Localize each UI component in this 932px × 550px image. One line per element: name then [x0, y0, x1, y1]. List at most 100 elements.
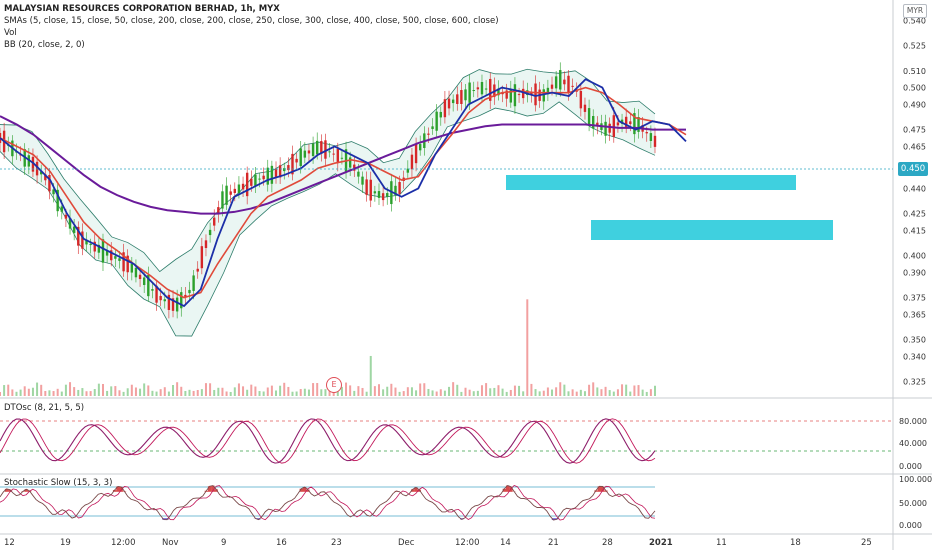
volume-bar	[390, 383, 393, 396]
volume-bar	[427, 388, 430, 396]
candle-body	[138, 274, 142, 280]
volume-bar	[270, 385, 273, 396]
volume-bar	[316, 383, 319, 396]
candle-body	[204, 240, 208, 249]
sma-mid-line	[0, 86, 687, 299]
candle-body	[142, 277, 146, 285]
time-tick: 23	[331, 538, 342, 548]
volume-bar	[386, 386, 389, 396]
volume-bar	[262, 391, 265, 396]
volume-bar	[571, 389, 574, 396]
stoch-k-line	[0, 484, 656, 521]
bb-legend[interactable]: BB (20, close, 2, 0)	[4, 40, 85, 50]
volume-bar	[654, 385, 656, 396]
volume-bar	[167, 391, 170, 396]
support-zone-2[interactable]	[591, 220, 833, 240]
candle-body	[254, 174, 257, 186]
candle-body	[451, 99, 455, 104]
volume-bar	[180, 386, 183, 396]
candle-body	[266, 167, 269, 185]
candle-body	[175, 297, 179, 312]
candle-body	[262, 175, 265, 180]
candle-body	[93, 241, 96, 252]
volume-bar	[324, 389, 327, 396]
time-tick: 9	[221, 538, 226, 548]
volume-bar	[60, 391, 63, 396]
candle-body	[105, 250, 109, 256]
candle-body	[163, 299, 166, 302]
volume-bar	[69, 382, 72, 396]
candle-body	[44, 174, 47, 181]
volume-bar	[122, 391, 125, 396]
candle-body	[72, 226, 76, 233]
candle-body	[52, 189, 55, 195]
volume-bar	[159, 389, 162, 396]
volume-bar	[567, 391, 570, 396]
volume-bar	[209, 383, 212, 396]
candle-body	[579, 90, 583, 109]
candle-body	[489, 78, 492, 101]
candle-body	[303, 150, 307, 158]
candle-body	[85, 240, 88, 245]
candle-body	[571, 85, 574, 87]
volume-bar	[275, 390, 278, 396]
volume-bar	[435, 391, 438, 396]
volume-bar	[254, 386, 257, 396]
dtosc-legend[interactable]: DTOsc (8, 21, 5, 5)	[4, 403, 85, 413]
price-tick: 0.400	[903, 252, 926, 261]
time-axis[interactable]: 12 19 12:00 Nov 9 16 23 Dec 12:00 14 21 28 2021 11 18 2…	[4, 538, 872, 548]
volume-bar	[505, 391, 508, 396]
volume-bar	[616, 389, 619, 396]
candle-body	[608, 123, 611, 133]
volume-bar	[456, 384, 459, 396]
volume-bar	[291, 391, 294, 396]
volume-bar	[0, 392, 1, 396]
volume-bar	[64, 384, 67, 396]
volume-bar	[258, 391, 261, 396]
volume-bar	[592, 382, 595, 396]
price-tick: 0.390	[903, 268, 926, 277]
candle-body	[213, 217, 216, 226]
symbol-title[interactable]: MALAYSIAN RESOURCES CORPORATION BERHAD, …	[4, 4, 280, 14]
volume-bar	[27, 388, 30, 396]
volume-bar	[77, 389, 80, 396]
volume-bars	[0, 299, 656, 396]
volume-legend[interactable]: Vol	[4, 28, 17, 38]
candle-body	[575, 90, 578, 92]
candle-body	[328, 151, 331, 153]
volume-bar	[377, 384, 380, 396]
volume-bar	[641, 389, 644, 396]
volume-bar	[147, 385, 150, 396]
candle-body	[97, 244, 101, 253]
price-tick: 0.415	[903, 226, 926, 235]
candle-body	[398, 182, 401, 194]
candle-body	[633, 113, 636, 135]
candle-body	[456, 94, 459, 104]
candle-body	[316, 140, 319, 155]
volume-bar	[130, 384, 133, 396]
candle-body	[336, 148, 339, 164]
volume-bar	[633, 385, 636, 396]
time-tick: 16	[276, 538, 287, 548]
candle-body	[521, 88, 525, 99]
earnings-marker[interactable]: E	[326, 377, 342, 393]
volume-bar	[406, 387, 409, 396]
last-price-badge: 0.450	[898, 162, 928, 176]
volume-bar	[472, 391, 475, 396]
candle-body	[307, 150, 311, 154]
volume-bar	[217, 387, 220, 396]
time-tick: 19	[60, 538, 71, 548]
volume-bar	[192, 390, 195, 396]
stoch-tick-0: 0.000	[899, 521, 922, 530]
candle-body	[460, 90, 463, 104]
smas-legend[interactable]: SMAs (5, close, 15, close, 50, close, 20…	[4, 16, 499, 26]
stoch-legend[interactable]: Stochastic Slow (15, 3, 3)	[4, 478, 113, 488]
volume-bar	[93, 389, 96, 396]
volume-bar	[106, 390, 109, 396]
candle-body	[563, 79, 566, 85]
volume-bar	[530, 383, 533, 396]
dtosc-tick-0: 0.000	[899, 462, 922, 471]
support-zone-1[interactable]	[506, 175, 796, 190]
candle-body	[196, 268, 199, 272]
